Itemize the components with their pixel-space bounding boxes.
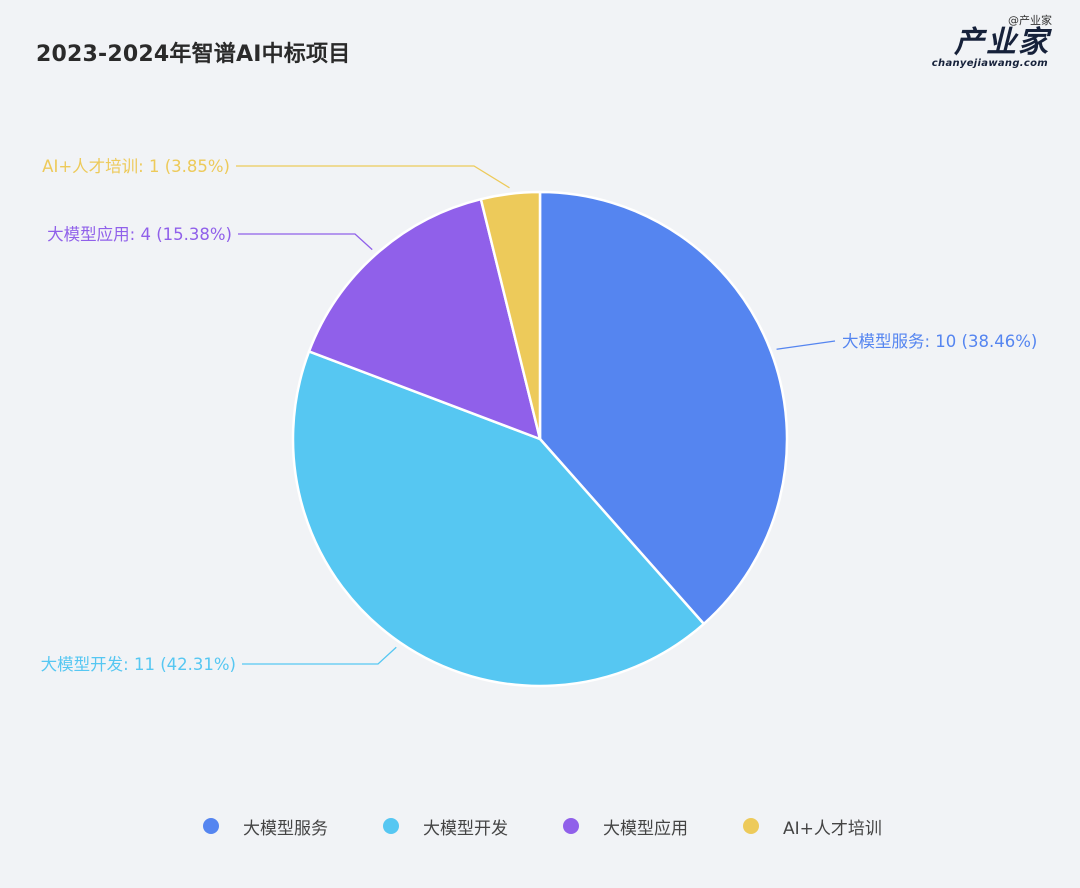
legend-dot-icon <box>203 818 219 834</box>
legend-label: 大模型应用 <box>603 818 688 839</box>
chart-title: 2023-2024年智谱AI中标项目 <box>36 42 351 67</box>
legend-item-2[interactable]: 大模型开发 <box>383 812 508 840</box>
legend-dot-icon <box>563 818 579 834</box>
pie-slice-1[interactable] <box>538 190 789 626</box>
chart-legend: 大模型服务 大模型开发 大模型应用 AI+人才培训 <box>0 812 1080 840</box>
legend-dot-icon <box>743 818 759 834</box>
legend-label: 大模型开发 <box>423 818 508 839</box>
legend-item-4[interactable]: AI+人才培训 <box>743 812 882 840</box>
slice-label-2: 大模型开发: 11 (42.31%) <box>41 655 236 674</box>
leader-line-1 <box>776 340 836 350</box>
legend-item-1[interactable]: 大模型服务 <box>203 812 328 840</box>
leader-line-3 <box>238 233 373 251</box>
slice-label-4: AI+人才培训: 1 (3.85%) <box>42 157 230 176</box>
pie-chart: 大模型服务: 10 (38.46%) 大模型开发: 11 (42.31%) 大模型应… <box>41 157 1038 688</box>
legend-dot-icon <box>383 818 399 834</box>
slice-label-1: 大模型服务: 10 (38.46%) <box>842 332 1037 351</box>
leader-line-4 <box>236 165 510 189</box>
logo-text: 产业家 <box>954 25 1050 60</box>
logo-url: chanyejiawang.com <box>931 58 1048 69</box>
brand-logo: @产业家 产业家 chanyejiawang.com <box>924 12 1054 72</box>
pie-slice-2[interactable] <box>291 350 706 688</box>
legend-label: AI+人才培训 <box>783 818 882 839</box>
legend-label: 大模型服务 <box>243 818 328 839</box>
leader-line-2 <box>242 646 397 665</box>
pie-slice-3[interactable] <box>307 197 542 441</box>
slice-label-3: 大模型应用: 4 (15.38%) <box>47 225 232 244</box>
watermark-text: @产业家 <box>1008 14 1052 27</box>
pie-slice-4[interactable] <box>479 190 542 441</box>
pie-labels: 大模型服务: 10 (38.46%) 大模型开发: 11 (42.31%) 大模型应… <box>41 157 1038 674</box>
legend-item-3[interactable]: 大模型应用 <box>563 812 688 840</box>
pie-slices <box>291 190 789 688</box>
